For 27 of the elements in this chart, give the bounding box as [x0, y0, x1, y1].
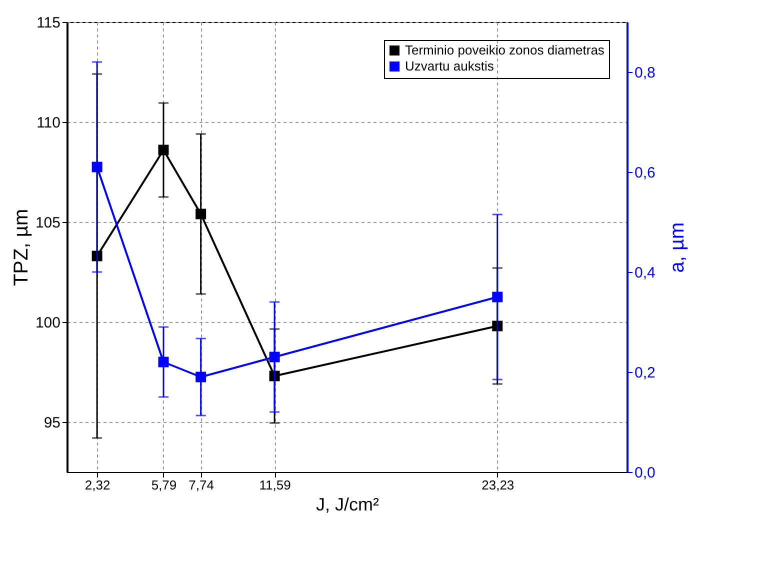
point [158, 144, 169, 156]
point [92, 162, 102, 172]
point [158, 356, 169, 368]
y2-tick-label: 0,2 [634, 364, 656, 382]
point [269, 352, 280, 362]
x-tick-label: 11,59 [259, 478, 291, 492]
y2-tick-label: 0,6 [634, 164, 656, 182]
y-tick-label: 115 [36, 14, 60, 32]
y-tick-label: 105 [35, 214, 60, 232]
y-axis-title: TPZ, µm [10, 208, 32, 286]
y2-tick-label: 0,0 [634, 464, 656, 482]
y-tick-label: 110 [36, 114, 60, 132]
point [196, 372, 206, 382]
y2-tick-label: 0,4 [634, 264, 656, 282]
y-tick-label: 100 [35, 314, 60, 332]
y2-tick-label: 0,8 [634, 64, 656, 82]
point [492, 292, 503, 302]
legend-label: Uzvartu aukstis [405, 58, 494, 74]
x-tick-label: 2,32 [84, 478, 110, 492]
x-tick-label: 23,23 [482, 478, 514, 492]
y-tick-label: 95 [44, 414, 60, 432]
x-tick-label: 5,79 [151, 478, 177, 492]
point [196, 208, 206, 220]
legend-label: Terminio poveikio zonos diametras [405, 42, 605, 58]
y2-axis-title: a, µm [666, 222, 688, 273]
x-tick-label: 7,74 [188, 478, 214, 492]
x-axis-title: J, J/cm² [316, 494, 379, 514]
